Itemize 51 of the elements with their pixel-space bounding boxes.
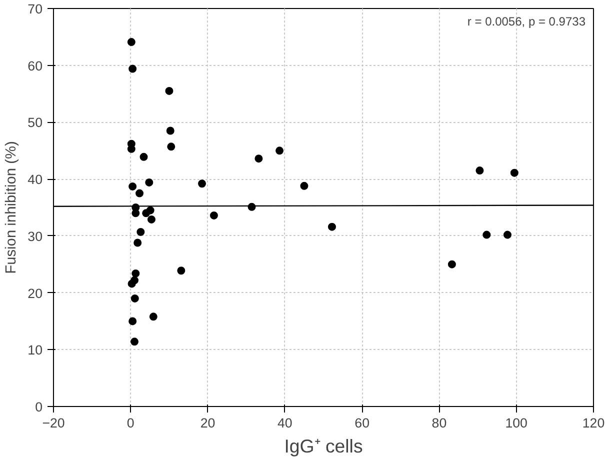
point <box>136 189 144 198</box>
y-tick-label: 30 <box>28 228 43 244</box>
y-tick-label: 20 <box>28 286 43 301</box>
point <box>210 211 218 220</box>
point <box>136 228 145 236</box>
point <box>140 152 148 161</box>
point <box>448 260 456 268</box>
point <box>149 312 158 321</box>
point <box>165 86 174 95</box>
point <box>132 269 140 278</box>
point <box>276 146 284 155</box>
y-tick-label: 10 <box>28 342 43 358</box>
x-tick-label: 20 <box>200 416 216 430</box>
x-axis-title: IgG⁺ cells <box>284 436 363 456</box>
point <box>134 238 142 247</box>
point <box>132 209 140 218</box>
point <box>510 168 518 177</box>
point <box>328 222 336 231</box>
point <box>128 182 137 190</box>
y-tick-label: 60 <box>28 58 43 74</box>
y-tick-label: 0 <box>35 400 43 414</box>
y-axis-title: Fusion inhibition (%) <box>4 141 20 274</box>
point <box>198 180 206 188</box>
point <box>130 294 139 302</box>
point <box>167 142 176 151</box>
x-tick-label: 100 <box>505 416 528 430</box>
y-tick-label: 70 <box>28 2 43 16</box>
x-tick-label: −20 <box>42 416 65 430</box>
point <box>166 126 174 135</box>
point <box>128 280 136 288</box>
point <box>177 266 186 275</box>
x-tick-label: 60 <box>354 416 370 430</box>
point <box>127 38 136 46</box>
x-tick-label: 80 <box>432 416 447 430</box>
point <box>147 215 156 224</box>
point <box>482 230 491 239</box>
point <box>128 64 137 73</box>
x-tick-label: 0 <box>126 416 134 430</box>
y-tick-label: 50 <box>28 115 43 130</box>
y-tick-label: 40 <box>28 172 43 188</box>
point <box>503 230 512 239</box>
point <box>476 166 484 175</box>
point <box>130 338 138 346</box>
annotation: r = 0.0056, p = 0.9733 <box>467 14 586 28</box>
x-tick-label: 120 <box>582 416 605 430</box>
point <box>300 182 308 190</box>
point <box>128 317 137 326</box>
x-tick-label: 40 <box>278 416 292 430</box>
point <box>146 206 154 214</box>
point <box>145 178 154 186</box>
point <box>254 154 263 163</box>
